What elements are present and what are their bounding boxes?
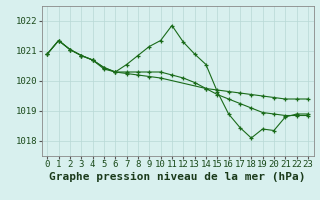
X-axis label: Graphe pression niveau de la mer (hPa): Graphe pression niveau de la mer (hPa) (49, 172, 306, 182)
